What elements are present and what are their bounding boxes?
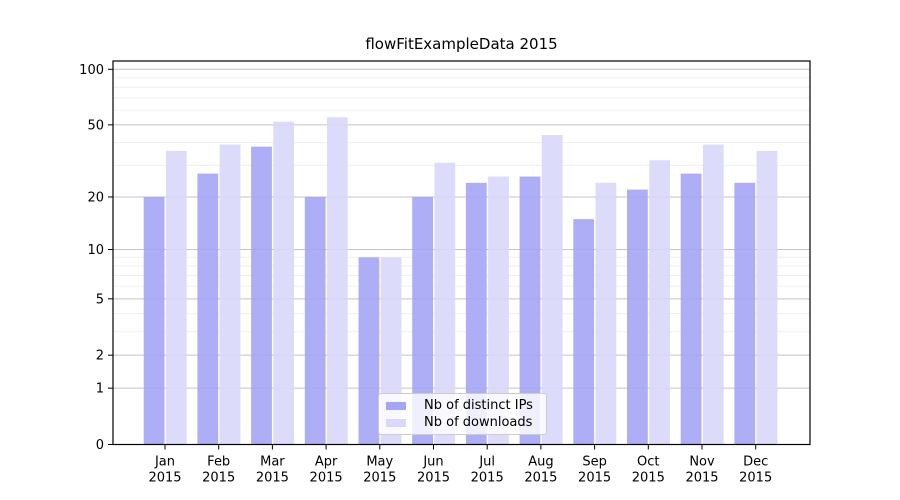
- x-tick-label-month: Jan: [154, 455, 175, 470]
- x-tick-label-year: 2015: [524, 471, 557, 486]
- y-tick-label: 0: [96, 438, 104, 453]
- x-tick-label-month: Feb: [207, 455, 230, 470]
- x-tick-label-month: Jul: [478, 455, 495, 470]
- bar-downloads-mar: [273, 121, 295, 445]
- bar-distinct-ips-aug: [519, 176, 541, 445]
- y-tick-label: 20: [87, 190, 104, 205]
- x-tick-label-year: 2015: [685, 471, 718, 486]
- x-tick-label-year: 2015: [202, 471, 235, 486]
- legend-swatch-distinct-ips: [386, 401, 406, 410]
- legend-item-distinct-ips: Nb of distinct IPs: [386, 397, 538, 414]
- y-tick-label: 2: [96, 349, 104, 364]
- x-tick-label-month: Oct: [637, 455, 659, 470]
- bar-downloads-sep: [595, 182, 617, 445]
- bar-distinct-ips-mar: [251, 146, 272, 445]
- bar-distinct-ips-jan: [143, 196, 165, 445]
- bar-distinct-ips-nov: [680, 173, 702, 445]
- bar-distinct-ips-sep: [573, 219, 595, 445]
- bar-distinct-ips-oct: [627, 189, 648, 445]
- x-tick-label-year: 2015: [417, 471, 450, 486]
- x-tick-label-month: Apr: [315, 455, 338, 470]
- x-tick-label-year: 2015: [256, 471, 289, 486]
- x-tick-label-month: Aug: [528, 455, 553, 470]
- bar-distinct-ips-apr: [304, 196, 326, 445]
- bar-distinct-ips-may: [358, 257, 380, 445]
- x-tick-label-year: 2015: [632, 471, 665, 486]
- x-tick-label-month: May: [366, 455, 393, 470]
- bar-distinct-ips-jul: [465, 182, 487, 445]
- y-tick-label: 5: [96, 292, 104, 307]
- y-tick-label: 1: [96, 382, 104, 397]
- chart-title: flowFitExampleData 2015: [365, 35, 558, 53]
- plot-border: [112, 60, 811, 446]
- bar-downloads-jun: [434, 162, 456, 445]
- y-tick-label: 10: [87, 243, 104, 258]
- x-tick-label-month: Nov: [689, 455, 715, 470]
- legend-label-distinct-ips: Nb of distinct IPs: [424, 398, 533, 413]
- x-tick-label-month: Jun: [422, 455, 443, 470]
- x-tick-label-year: 2015: [578, 471, 611, 486]
- bar-distinct-ips-jun: [412, 196, 433, 445]
- bar-distinct-ips-dec: [734, 182, 756, 445]
- bar-distinct-ips-feb: [197, 173, 219, 445]
- legend: Nb of distinct IPs Nb of downloads: [378, 393, 547, 435]
- y-tick-label: 100: [79, 63, 104, 78]
- x-tick-label-month: Sep: [582, 455, 607, 470]
- bar-downloads-aug: [541, 135, 563, 445]
- x-tick-label-year: 2015: [471, 471, 504, 486]
- x-tick-label-month: Mar: [260, 455, 285, 470]
- bar-downloads-feb: [219, 144, 241, 445]
- bar-downloads-dec: [756, 150, 778, 445]
- x-tick-label-year: 2015: [310, 471, 343, 486]
- bar-downloads-jul: [488, 176, 509, 445]
- legend-item-downloads: Nb of downloads: [386, 414, 538, 431]
- x-tick-label-year: 2015: [363, 471, 396, 486]
- bar-downloads-apr: [327, 117, 348, 445]
- legend-label-downloads: Nb of downloads: [424, 415, 533, 430]
- bar-downloads-nov: [702, 144, 724, 445]
- x-tick-label-month: Dec: [743, 455, 768, 470]
- bar-downloads-jan: [165, 150, 187, 445]
- bar-downloads-oct: [649, 160, 670, 445]
- x-tick-label-year: 2015: [148, 471, 181, 486]
- x-tick-label-year: 2015: [739, 471, 772, 486]
- legend-swatch-downloads: [386, 418, 406, 427]
- y-tick-label: 50: [87, 118, 104, 133]
